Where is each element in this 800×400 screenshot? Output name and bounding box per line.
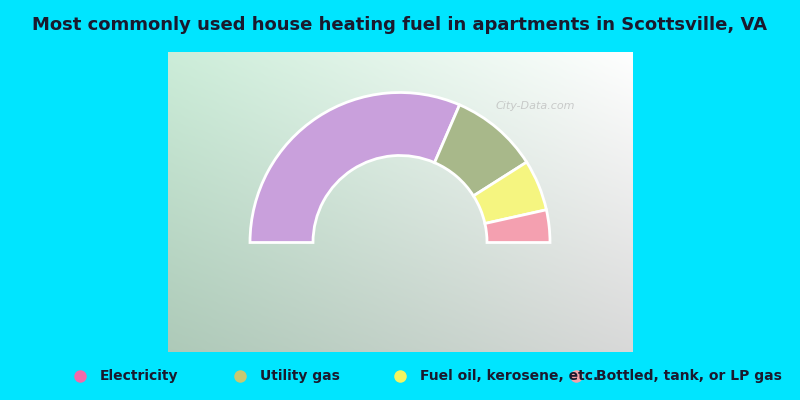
Text: Utility gas: Utility gas [260,369,340,383]
Text: Most commonly used house heating fuel in apartments in Scottsville, VA: Most commonly used house heating fuel in… [33,16,767,34]
Wedge shape [485,210,550,242]
Wedge shape [434,105,526,196]
Text: City-Data.com: City-Data.com [495,101,574,111]
Text: Electricity: Electricity [100,369,178,383]
Text: Bottled, tank, or LP gas: Bottled, tank, or LP gas [596,369,782,383]
Text: Fuel oil, kerosene, etc.: Fuel oil, kerosene, etc. [420,369,598,383]
Wedge shape [250,92,459,242]
Wedge shape [474,162,546,224]
